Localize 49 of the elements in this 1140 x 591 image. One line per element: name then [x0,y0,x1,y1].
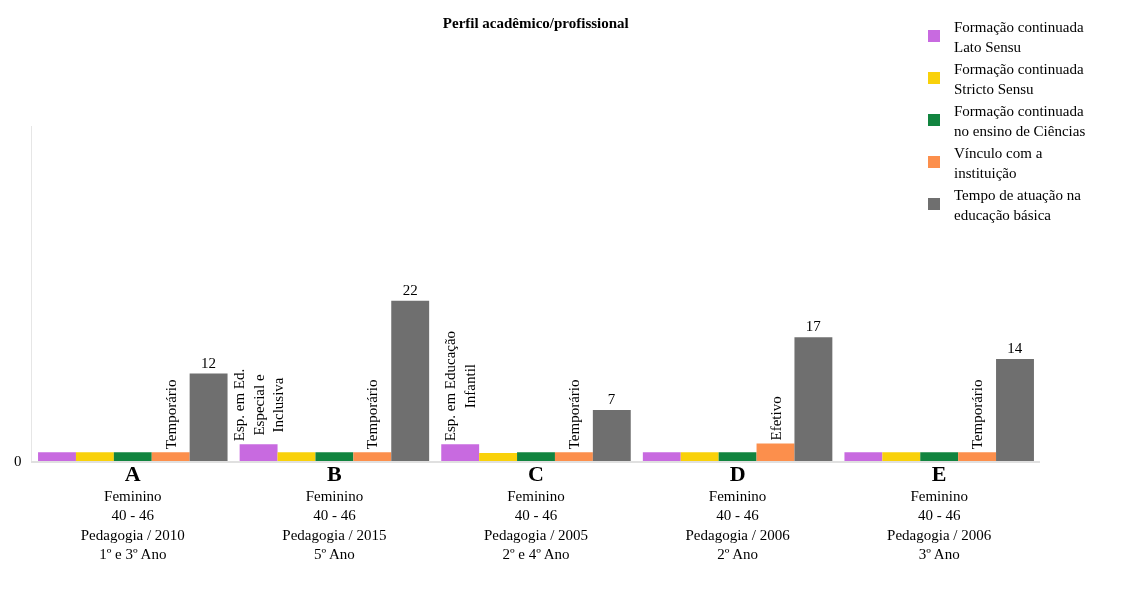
text: 0 [14,453,22,469]
data-label: Temporário [364,379,381,450]
data-label: 12 [201,354,217,371]
legend-label: Formação continuada Lato Sensu [954,19,1084,55]
bar [441,444,480,461]
data-label: Esp. em Educação Infantil [442,330,478,442]
bar [882,452,921,461]
data-label: 7 [607,391,616,408]
legend-label: Tempo de atuação na educação básica [954,187,1082,223]
bar [517,452,555,461]
bar [680,452,719,461]
bar [75,452,114,461]
bar [189,373,228,461]
bar [920,452,959,461]
legend-label: Formação continuada Stricto Sensu [954,61,1084,97]
bar [592,410,631,461]
bar [315,452,354,461]
legend-label: Vínculo com a instituição [954,145,1043,181]
bar [642,452,681,461]
bar [239,444,278,461]
bar [113,452,152,461]
bar [479,452,518,461]
data-label: 14 [1007,340,1023,357]
bar [958,452,997,461]
data-label: Esp. em Ed. Especial e Inclusiva [231,368,287,442]
x-tick-label: A Feminino 40 - 46 Pedagogia / 2010 1º e 3º Ano [80,461,185,562]
data-label: 22 [402,281,418,298]
bar [554,452,593,461]
x-tick-label: E Feminino 40 - 46 Pedagogia / 2006 3º Ano [887,461,992,562]
bar [353,452,392,461]
chart-title: Perfil acadêmico/profissional [442,15,629,32]
data-label: Temporário [969,379,986,450]
bar [391,300,430,461]
bar [794,337,833,461]
bar [756,443,795,461]
bar [996,359,1034,461]
data-label: Temporário [565,379,582,450]
data-label: Efetivo [767,396,784,441]
data-label: 17 [805,318,822,335]
bar [718,452,757,461]
bar [38,452,76,461]
x-tick-label: B Feminino 40 - 46 Pedagogia / 2015 5º Ano [282,461,387,562]
legend-label: Formação continuada no ensino de Ciências [954,103,1088,139]
bar [844,452,883,461]
bar [151,452,190,461]
x-tick-label: C Feminino 40 - 46 Pedagogia / 2005 2º e 4º Ano [483,461,589,562]
data-label: Temporário [162,379,179,450]
x-tick-label: D Feminino 40 - 46 Pedagogia / 2006 2º Ano [685,461,791,562]
bar [277,452,316,461]
